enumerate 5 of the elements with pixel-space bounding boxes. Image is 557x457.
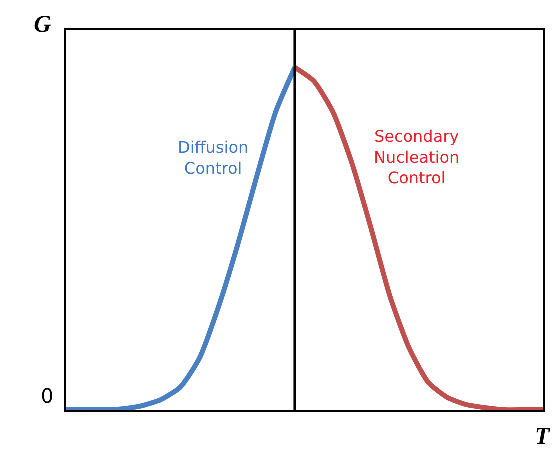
x-axis-title: T: [535, 424, 551, 450]
text: 0: [41, 384, 54, 408]
y-axis-title: G: [34, 12, 52, 38]
annotation: Secondary Nucleation Control: [374, 127, 460, 188]
annotation: Diffusion Control: [178, 138, 249, 178]
